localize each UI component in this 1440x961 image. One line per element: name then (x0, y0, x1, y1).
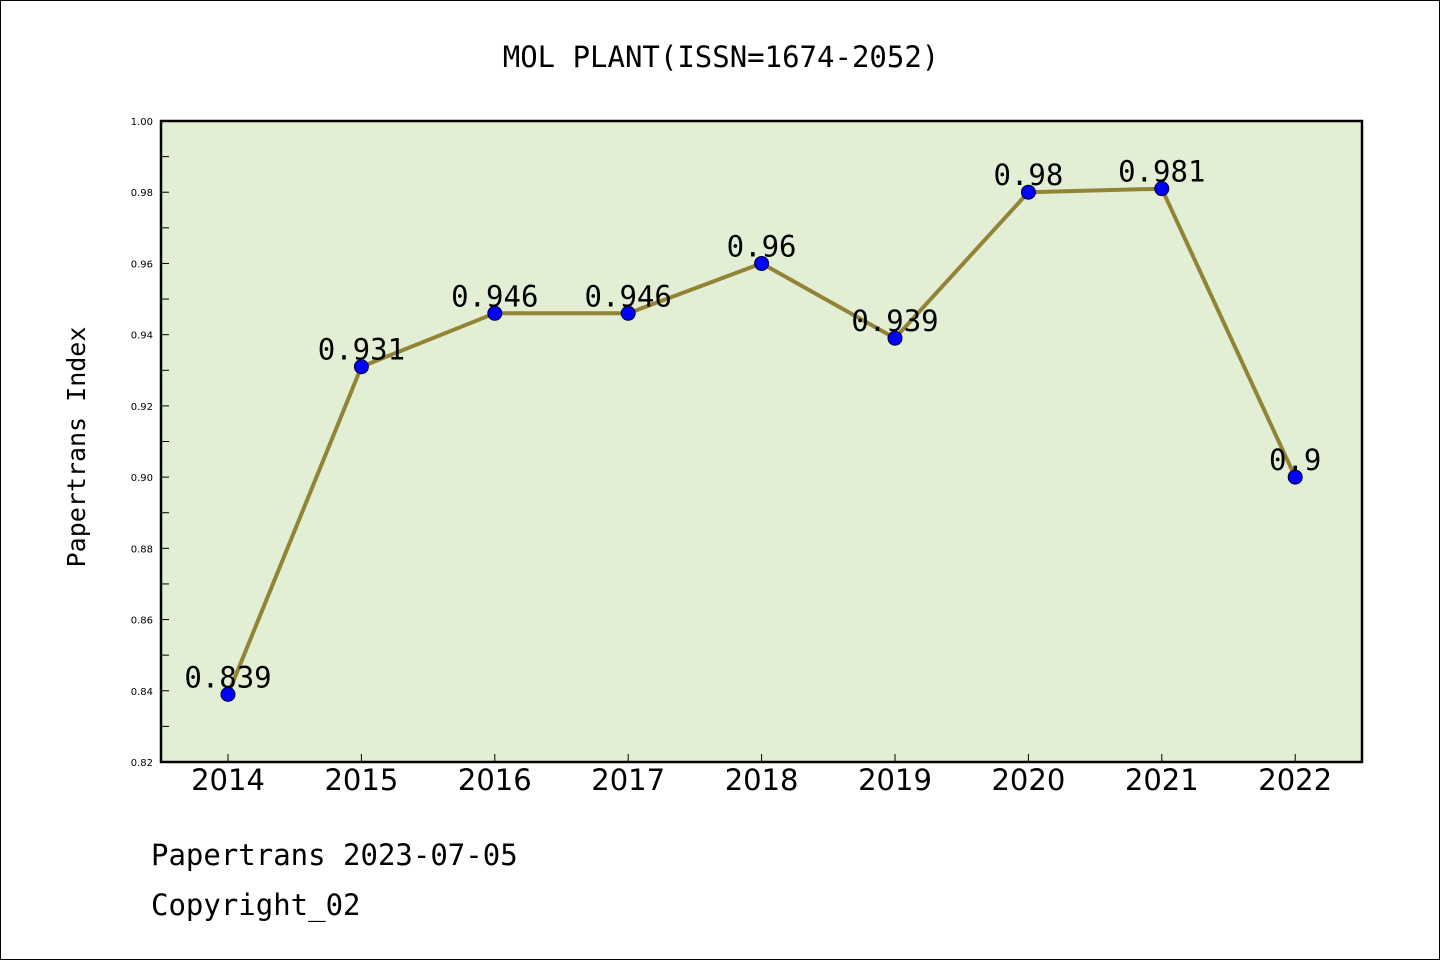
x-tick-label: 2014 (191, 763, 265, 797)
data-point (887, 330, 903, 346)
x-tick-label: 2022 (1258, 763, 1332, 797)
data-point (620, 305, 636, 321)
plot-area (159, 119, 1364, 764)
footer-copyright: Copyright_02 (151, 888, 361, 923)
x-tick-label: 2017 (591, 763, 665, 797)
x-tick-label: 2018 (725, 763, 799, 797)
data-label: 0.931 (318, 333, 405, 367)
y-tick-label: 1.00 (131, 117, 153, 128)
x-tick-label: 2016 (458, 763, 532, 797)
x-tick-label: 2015 (324, 763, 398, 797)
y-tick-label: 0.84 (131, 687, 153, 698)
y-tick-label: 0.86 (131, 616, 153, 627)
y-tick-label: 0.98 (131, 188, 153, 199)
x-tick-label: 2019 (858, 763, 932, 797)
chart-title: MOL PLANT(ISSN=1674-2052) (503, 40, 940, 74)
data-label: 0.946 (451, 279, 538, 313)
data-label: 0.839 (184, 660, 271, 694)
data-label: 0.981 (1118, 155, 1205, 189)
data-label: 0.939 (851, 304, 938, 338)
data-point (353, 359, 369, 375)
y-axis: 0.82 0.84 0.86 0.88 0.90 0.92 0.94 0.96 0.98 1.00 (131, 117, 169, 769)
y-tick-label: 0.96 (131, 259, 153, 270)
data-point (1154, 181, 1170, 197)
x-tick-label: 2021 (1125, 763, 1199, 797)
data-label: 0.946 (585, 279, 672, 313)
y-tick-label: 0.94 (131, 331, 153, 342)
y-tick-label: 0.92 (131, 402, 153, 413)
y-tick-label: 0.82 (131, 758, 153, 769)
series: 0.839 0.931 0.946 0.946 0.96 0.939 0.98 0.981 0.… (184, 155, 1321, 702)
data-label: 0.9 (1269, 443, 1321, 477)
data-point (1020, 184, 1036, 200)
x-axis: 2014 2015 2016 2017 2018 2019 2020 2021 2022 (191, 754, 1332, 797)
y-tick-label: 0.88 (131, 544, 153, 555)
data-point (487, 305, 503, 321)
footer-date: Papertrans 2023-07-05 (151, 838, 518, 872)
data-point (220, 686, 236, 702)
data-point (754, 255, 770, 271)
y-tick-label: 0.90 (131, 473, 153, 484)
data-label: 0.98 (993, 158, 1063, 192)
data-point (1287, 469, 1303, 485)
x-tick-label: 2020 (991, 763, 1065, 797)
data-label: 0.96 (727, 229, 797, 263)
y-axis-label: Papertrans Index (62, 327, 91, 568)
